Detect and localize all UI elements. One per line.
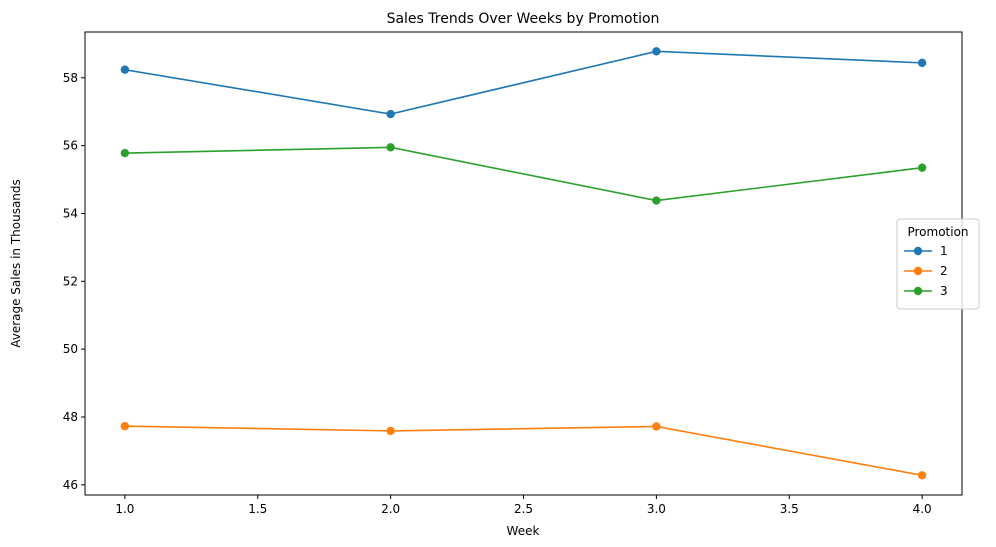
legend-marker [913, 286, 923, 296]
x-axis-label: Week [507, 524, 540, 538]
series-layer [120, 47, 927, 480]
data-point [386, 426, 395, 436]
series-line [124, 425, 923, 477]
y-tick-label: 50 [63, 342, 78, 356]
legend-label: 2 [940, 264, 948, 278]
y-tick-label: 54 [63, 206, 78, 220]
y-tick-label: 58 [63, 71, 78, 85]
legend-entry: 1 [904, 244, 948, 258]
x-tick-label: 2.5 [514, 502, 533, 516]
series-1 [120, 47, 927, 119]
series-line [124, 50, 923, 115]
data-point [120, 65, 130, 74]
x-tick-label: 1.5 [248, 502, 267, 516]
x-tick-label: 4.0 [913, 502, 932, 516]
y-tick-label: 56 [63, 139, 78, 153]
x-tick-label: 3.5 [780, 502, 799, 516]
x-axis: 1.0 1.5 2.0 2.5 3.0 3.5 4.0 [115, 495, 932, 516]
x-tick-label: 3.0 [647, 502, 666, 516]
legend-marker [913, 266, 923, 276]
y-tick-label: 52 [63, 274, 78, 288]
legend-marker [913, 246, 923, 256]
data-point [386, 143, 395, 152]
data-point [386, 109, 395, 119]
legend-entry: 2 [904, 264, 948, 278]
data-point [652, 47, 661, 56]
data-point [917, 58, 927, 68]
legend-entry: 3 [904, 284, 948, 298]
y-axis: 46 48 50 52 54 56 58 [63, 71, 85, 492]
legend-label: 1 [940, 244, 948, 258]
y-axis-label: Average Sales in Thousands [9, 179, 23, 348]
legend-entries: 1 2 3 [904, 244, 948, 298]
legend-title: Promotion [907, 225, 968, 239]
plot-frame [84, 31, 963, 496]
data-point [120, 148, 130, 158]
y-tick-label: 46 [63, 478, 78, 492]
x-tick-label: 1.0 [115, 502, 134, 516]
data-point [917, 163, 927, 172]
chart-title: Sales Trends Over Weeks by Promotion [387, 11, 660, 27]
legend-label: 3 [940, 284, 948, 298]
data-point [652, 422, 661, 431]
series-2 [120, 421, 927, 480]
x-tick-label: 2.0 [381, 502, 400, 516]
data-point [120, 421, 130, 431]
series-3 [120, 143, 927, 205]
series-line [124, 146, 923, 202]
legend-box [896, 218, 980, 310]
legend: Promotion 1 2 3 [896, 218, 980, 310]
data-point [917, 471, 927, 480]
data-point [652, 196, 661, 205]
y-tick-label: 48 [63, 410, 78, 424]
